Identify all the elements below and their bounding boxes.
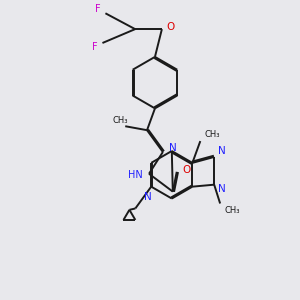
- Text: CH₃: CH₃: [204, 130, 220, 139]
- Text: N: N: [218, 184, 226, 194]
- Text: O: O: [167, 22, 175, 32]
- Text: N: N: [144, 192, 152, 202]
- Text: F: F: [95, 4, 100, 14]
- Text: HN: HN: [128, 170, 142, 180]
- Text: N: N: [169, 143, 177, 153]
- Text: CH₃: CH₃: [112, 116, 128, 125]
- Text: O: O: [182, 165, 191, 175]
- Text: F: F: [92, 42, 97, 52]
- Text: N: N: [218, 146, 226, 156]
- Text: CH₃: CH₃: [224, 206, 240, 215]
